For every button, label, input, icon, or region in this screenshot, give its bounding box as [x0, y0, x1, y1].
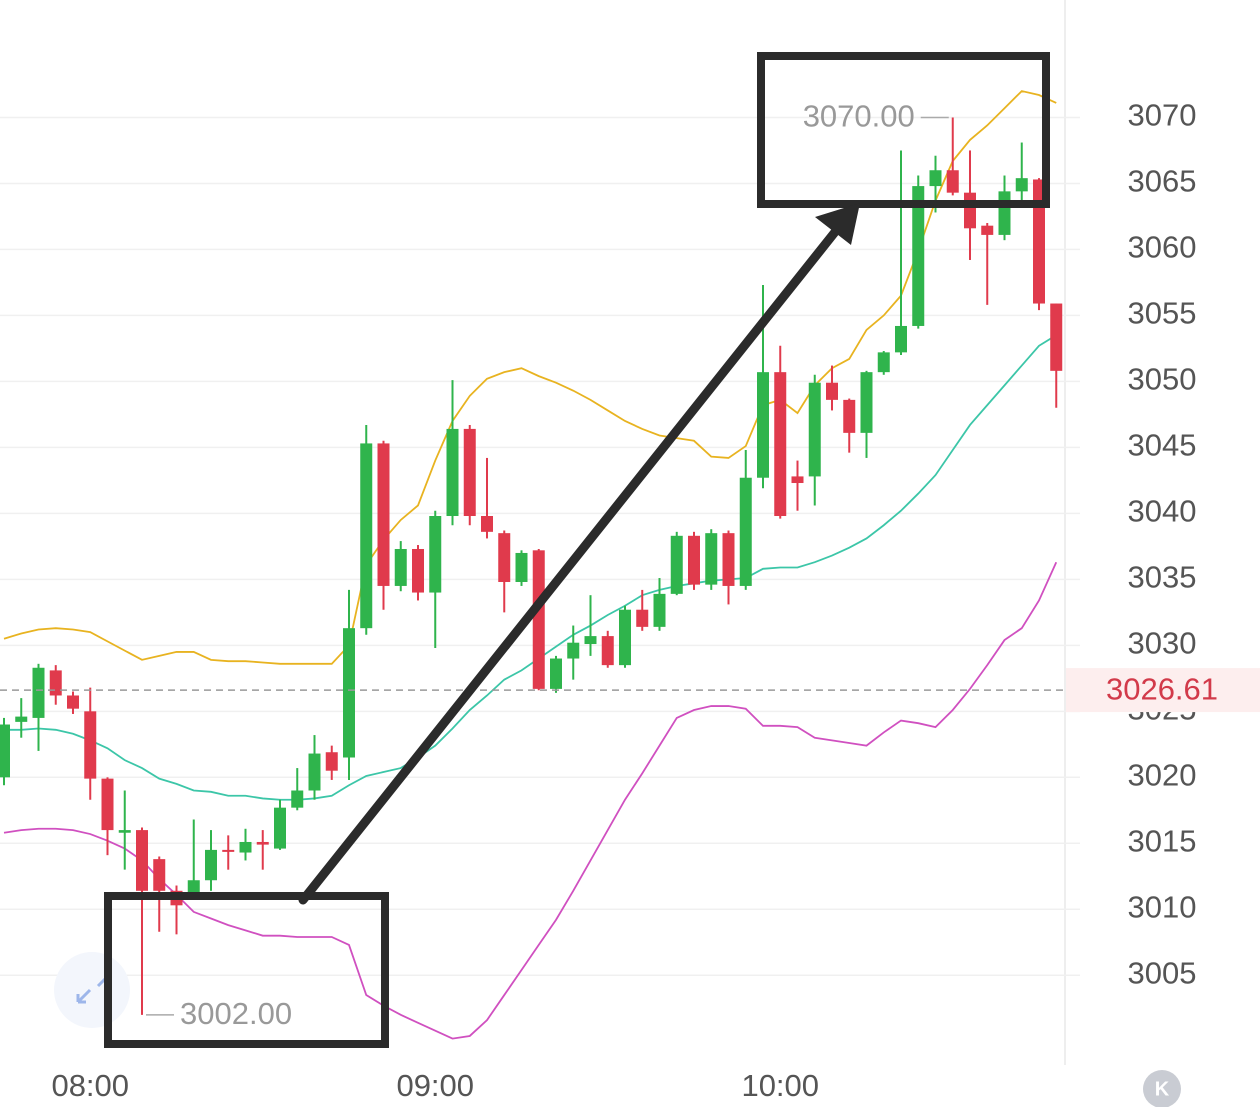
candle-body — [67, 695, 79, 709]
candle-body — [567, 642, 580, 659]
last-price-bg — [1066, 668, 1260, 713]
candle-body — [32, 667, 45, 718]
y-tick-label: 3065 — [1128, 164, 1197, 199]
candle-body — [84, 711, 97, 779]
y-tick-label: 3010 — [1128, 889, 1197, 924]
annotation-label: 3002.00 — [180, 996, 292, 1031]
candle-body — [929, 170, 942, 187]
candle-body — [532, 550, 545, 689]
candle-body — [1033, 179, 1045, 304]
candle-body — [515, 552, 528, 582]
candle-body — [964, 192, 976, 229]
y-tick-label: 3060 — [1128, 230, 1197, 265]
candle-body — [0, 724, 10, 778]
candle-body — [360, 443, 373, 629]
candle-body — [118, 830, 131, 833]
candle-body — [239, 841, 252, 853]
candle-body — [550, 658, 562, 689]
candle-body — [757, 372, 769, 478]
candle-body — [670, 535, 683, 594]
candle-body — [774, 372, 787, 517]
candle-body — [429, 516, 442, 593]
candle-body — [843, 399, 856, 433]
candle-body — [705, 533, 718, 585]
y-tick-label: 3050 — [1128, 362, 1197, 397]
arrow-shaft — [298, 227, 840, 905]
y-tick-label: 3045 — [1128, 428, 1197, 463]
candle-body — [739, 477, 752, 586]
x-tick-label: 08:00 — [51, 1068, 129, 1103]
candle-body — [394, 548, 407, 586]
candles-layer — [0, 117, 1063, 1015]
annotation-label: 3070.00 — [803, 99, 915, 134]
candle-body — [791, 476, 804, 484]
candle-body — [498, 533, 511, 582]
candle-body — [256, 841, 269, 845]
band-line — [3, 561, 1058, 1040]
expand-icon-bg[interactable] — [54, 952, 130, 1028]
y-tick-label: 3020 — [1128, 757, 1197, 792]
band-line — [4, 334, 1057, 801]
y-tick-label: 3030 — [1128, 626, 1197, 661]
candle-body — [101, 778, 114, 831]
candle-body — [998, 191, 1011, 235]
candle-body — [377, 443, 390, 586]
y-tick-label: 3015 — [1128, 823, 1197, 858]
candle-body — [308, 753, 321, 791]
candle-body — [584, 636, 597, 645]
expand-icon[interactable] — [76, 976, 108, 1004]
candle-body — [636, 609, 649, 627]
callout-box-high — [757, 52, 1050, 208]
candle-body — [15, 716, 28, 722]
candle-body — [274, 807, 286, 849]
candle-body — [877, 352, 890, 373]
candle-body — [722, 533, 735, 586]
callouts — [104, 52, 1050, 1048]
kline-button[interactable] — [1143, 1070, 1181, 1107]
candle-body — [412, 548, 424, 593]
x-tick-label: 09:00 — [396, 1068, 474, 1103]
candle-body — [481, 516, 493, 532]
candle-body — [860, 372, 873, 433]
kline-button-label[interactable]: K — [1155, 1078, 1170, 1100]
x-tick-label: 10:00 — [741, 1068, 819, 1103]
candle-body — [946, 170, 959, 193]
candle-body — [895, 325, 907, 353]
candle-body — [222, 849, 235, 852]
candle-body — [153, 859, 166, 891]
candle-body — [619, 609, 631, 666]
candle-body — [826, 382, 838, 400]
candle-body — [981, 225, 994, 235]
candle-body — [653, 593, 666, 627]
y-tick-label: 3040 — [1128, 494, 1197, 529]
y-tick-label: 3055 — [1128, 296, 1197, 331]
callout-box-low — [104, 892, 389, 1048]
candle-body — [291, 790, 304, 808]
y-tick-label: 3035 — [1128, 560, 1197, 595]
candle-body — [1015, 178, 1028, 192]
candle-body — [205, 849, 217, 881]
candle-body — [688, 535, 700, 585]
candle-body — [446, 428, 459, 517]
candle-body — [136, 830, 148, 891]
candle-body — [343, 628, 355, 758]
y-tick-label: 3005 — [1128, 955, 1197, 990]
last-price-label: 3026.61 — [1106, 671, 1218, 706]
band-line — [3, 90, 1057, 665]
candle-body — [912, 186, 925, 326]
candle-body — [601, 636, 614, 666]
candle-body — [463, 428, 476, 517]
labels-layer: 3005301030153020302530303035304030453050… — [0, 98, 1260, 1103]
candle-body — [808, 382, 821, 477]
arrow-head — [815, 203, 860, 245]
candle-body — [49, 670, 62, 696]
y-tick-label: 3070 — [1128, 98, 1197, 133]
candle-body — [1050, 303, 1063, 371]
candle-body — [325, 752, 338, 771]
